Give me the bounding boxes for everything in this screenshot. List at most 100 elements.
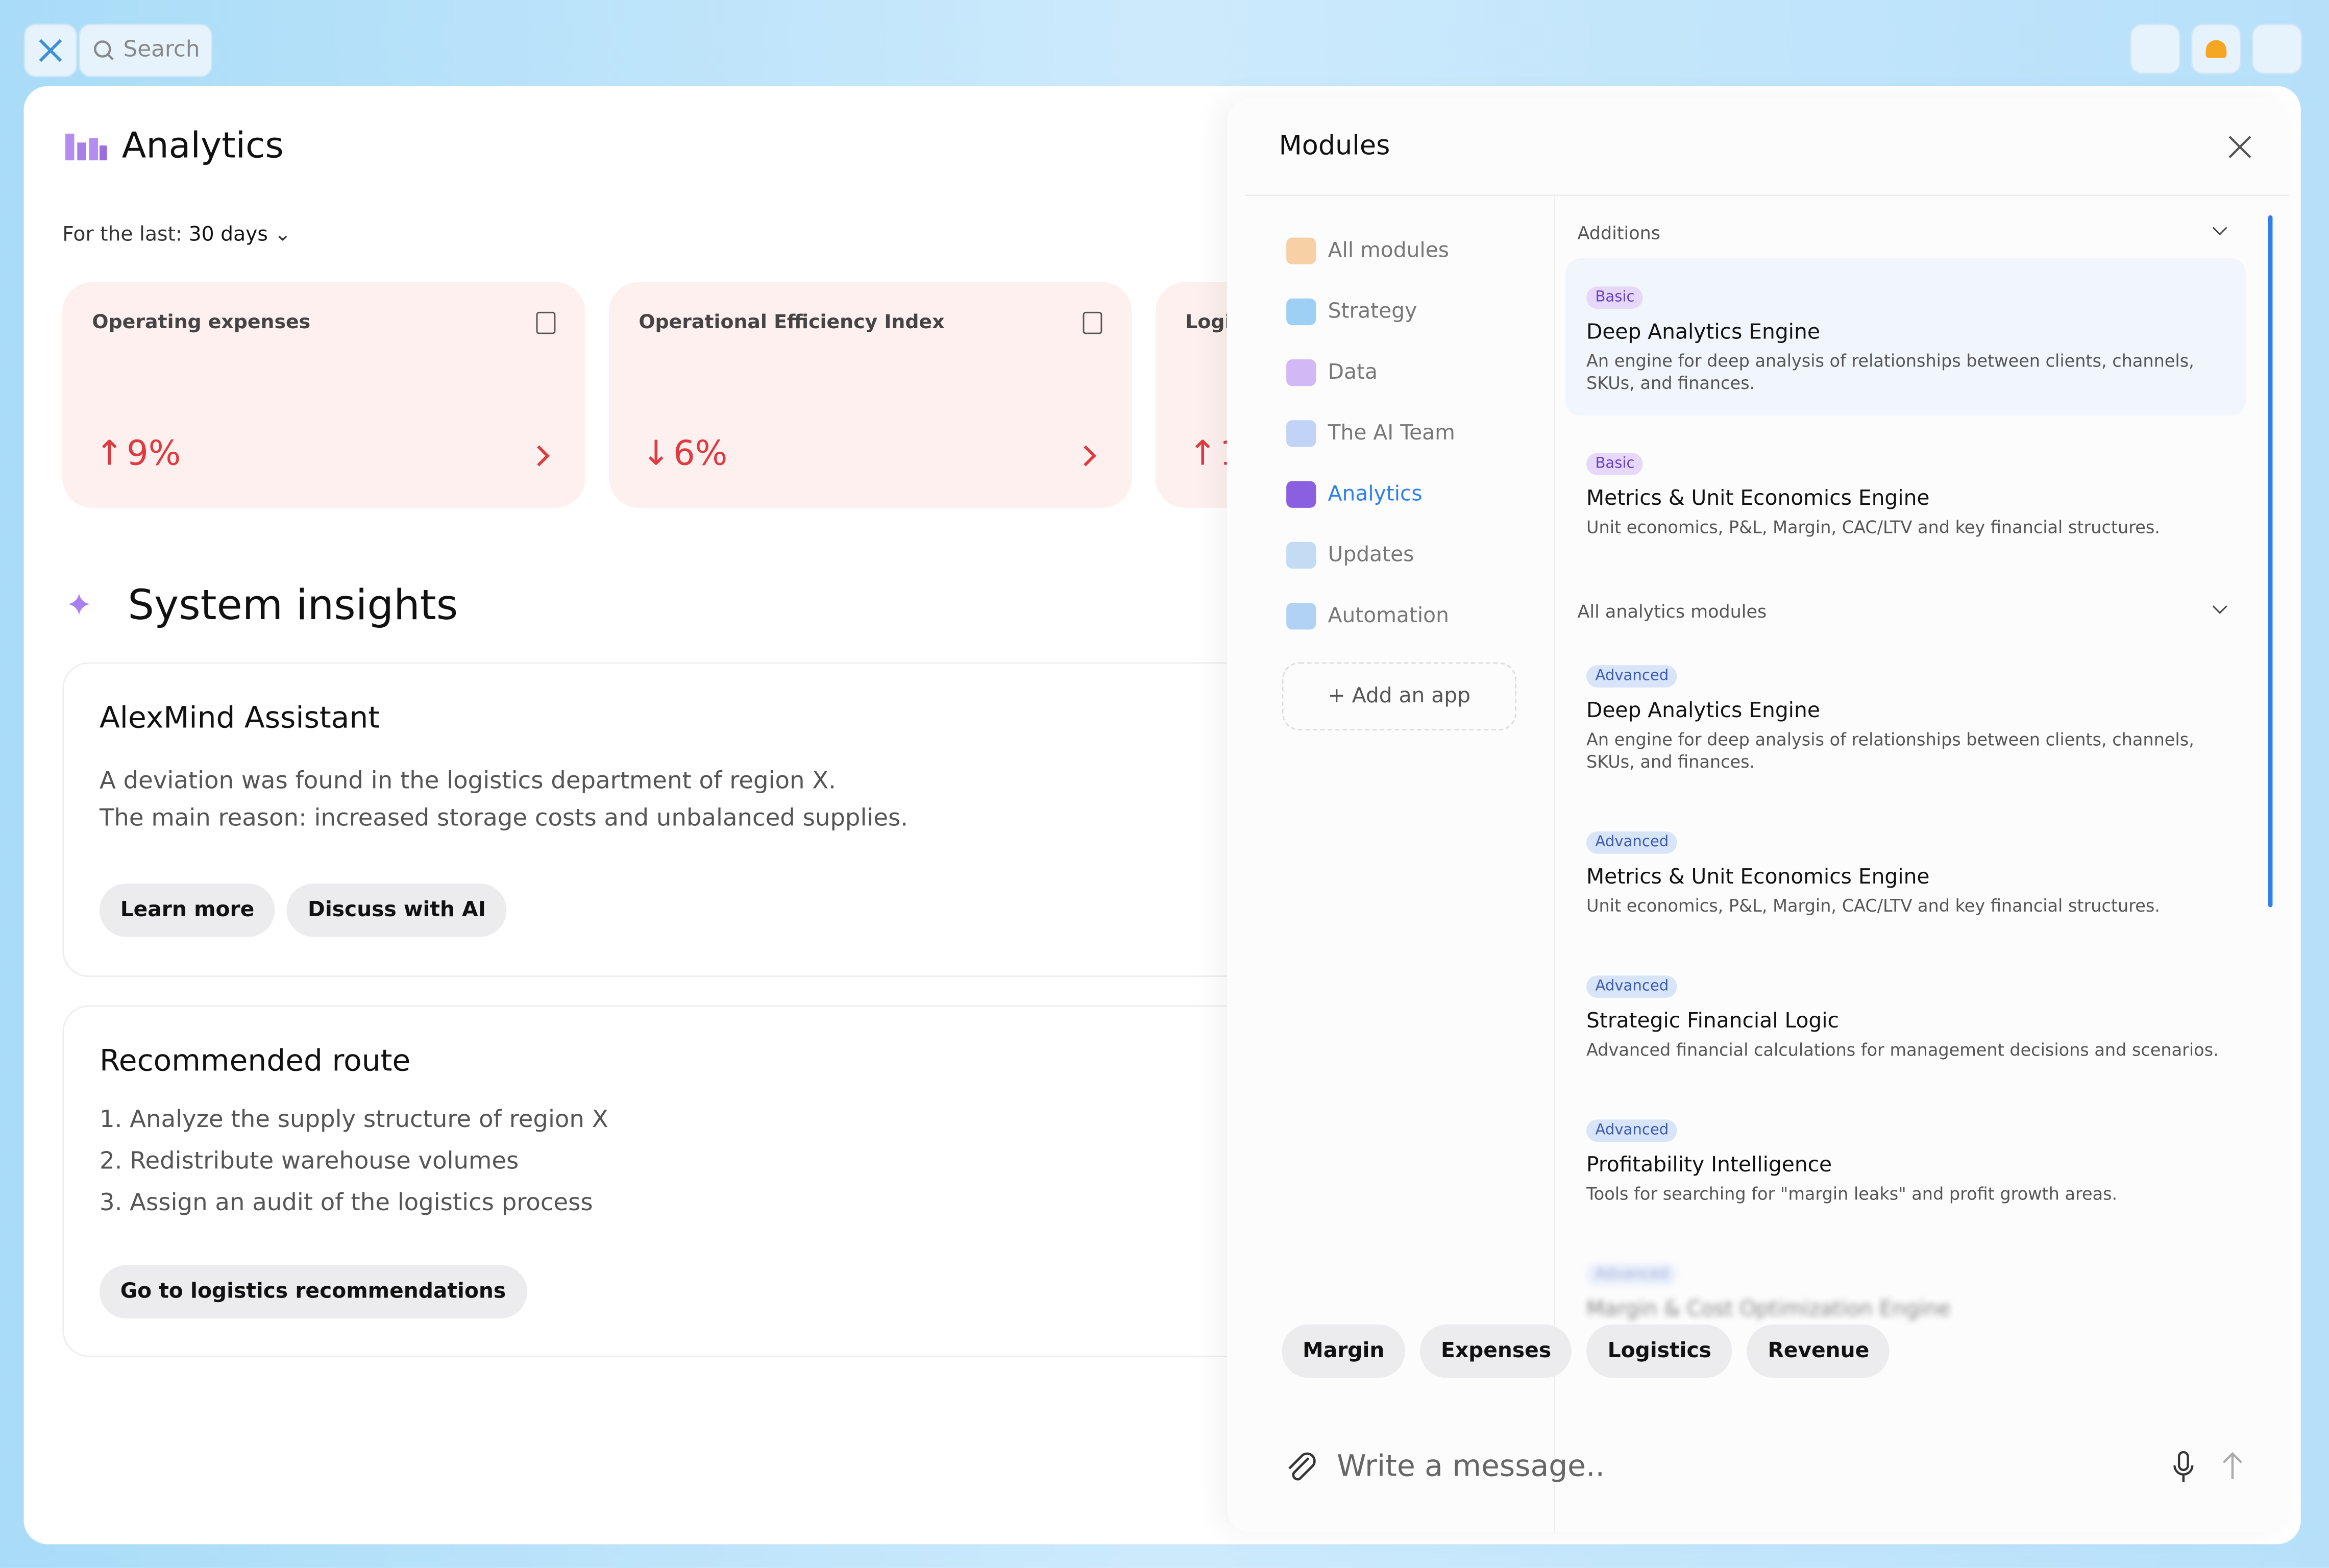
card-value: ↑ 9% <box>95 435 181 474</box>
trend-arrow: ↓ <box>642 435 671 474</box>
add-app-label: Add an app <box>1352 684 1470 708</box>
nav-icon <box>1286 236 1316 264</box>
nav-label: Analytics <box>1328 481 1423 506</box>
chip[interactable]: Revenue <box>1747 1324 1891 1378</box>
period[interactable]: For the last: 30 days ⌄ <box>62 223 291 247</box>
card-value: ↓ 6% <box>642 435 727 474</box>
card-chevron[interactable] <box>528 445 550 467</box>
badge: Basic <box>1586 453 1644 475</box>
module-list: Additions Basic Deep Analytics Engine An en… <box>1565 202 2246 1345</box>
assistant-text: A deviation was found in the logistics d… <box>100 762 908 836</box>
mic-icon[interactable] <box>2172 1451 2196 1483</box>
assistant-buttons: Learn more Discuss with AI <box>99 883 519 937</box>
period-label: For the last: <box>62 223 183 247</box>
nav-item[interactable]: Data <box>1283 341 1536 402</box>
profile[interactable] <box>2191 23 2242 75</box>
badge: Advanced <box>1586 1263 1678 1286</box>
nav-label: The AI Team <box>1328 421 1455 445</box>
search-icon <box>94 40 114 60</box>
modules-panel: Modules All modules Strategy Data The AI Te… <box>1227 97 2289 1533</box>
nav-label: Updates <box>1328 543 1414 567</box>
section-header[interactable]: All analytics modules <box>1565 580 2246 637</box>
add-app[interactable]: + Add an app <box>1282 662 1517 731</box>
module-item[interactable]: Basic Deep Analytics Engine An engine for … <box>1565 258 2246 416</box>
nav-label: Automation <box>1328 603 1449 628</box>
module-title: Deep Analytics Engine <box>1586 699 1820 723</box>
nav-icon <box>1286 480 1316 507</box>
module-description: An engine for deep analysis of relations… <box>1586 729 2194 772</box>
assistant-title: AlexMind Assistant <box>99 699 380 735</box>
card-title: Operational Efficiency Index <box>639 311 945 334</box>
chevron <box>2212 220 2227 235</box>
nav-icon <box>1286 419 1316 447</box>
chip[interactable]: Expenses <box>1420 1324 1572 1378</box>
route-title: Recommended route <box>99 1042 411 1078</box>
close-button[interactable] <box>2228 135 2252 159</box>
metric-card[interactable]: Operational Efficiency Index ↓ 6% <box>609 282 1132 508</box>
module-item[interactable]: Advanced Profitability Intelligence Tools … <box>1565 1091 2246 1227</box>
assistant-line: The main reason: increased storage costs… <box>99 803 909 832</box>
chips: Margin Expenses Logistics Revenue <box>1282 1324 1905 1378</box>
module-item[interactable]: Advanced Metrics & Unit Economics Engine U… <box>1565 803 2246 939</box>
action-button[interactable]: Discuss with AI <box>287 883 507 937</box>
badge: Basic <box>1586 286 1644 309</box>
chip[interactable]: Logistics <box>1586 1324 1732 1378</box>
card-delete[interactable] <box>536 311 556 334</box>
assistant-card: AlexMind Assistant A deviation was found… <box>62 662 1284 977</box>
module-description: An engine for deep analysis of relations… <box>1586 350 2194 394</box>
module-item[interactable]: Basic Metrics & Unit Economics Engine Unit… <box>1565 425 2246 560</box>
nav-item[interactable]: Analytics <box>1283 463 1536 524</box>
module-item[interactable]: Advanced Margin & Cost Optimization Engin… <box>1565 1235 2246 1342</box>
nav-item[interactable]: Strategy <box>1283 281 1536 341</box>
route-item: 3. Assign an audit of the logistics proc… <box>99 1188 593 1216</box>
module-item[interactable]: Advanced Deep Analytics Engine An engine f… <box>1565 637 2246 794</box>
card-title: Operating expenses <box>92 311 311 334</box>
avatar <box>2205 40 2227 58</box>
badge: Advanced <box>1586 1119 1678 1142</box>
route-item: 1. Analyze the supply structure of regio… <box>99 1105 608 1133</box>
nav-item[interactable]: The AI Team <box>1283 402 1536 463</box>
nav-item[interactable]: Automation <box>1283 585 1536 646</box>
badge: Advanced <box>1586 831 1678 854</box>
section-title: All analytics modules <box>1577 601 1767 622</box>
search-placeholder: Search <box>123 35 200 63</box>
card-chevron[interactable] <box>1075 445 1096 467</box>
divider <box>1244 194 2289 196</box>
module-title: Deep Analytics Engine <box>1586 321 1820 345</box>
nav-item[interactable]: Updates <box>1283 524 1536 585</box>
period-value: 30 days <box>188 223 268 247</box>
section-title: Additions <box>1577 223 1660 244</box>
send-icon[interactable] <box>2221 1451 2245 1480</box>
logout[interactable] <box>2251 23 2302 75</box>
route-button[interactable]: Go to logistics recommendations <box>99 1265 527 1319</box>
route-actions: Go to logistics recommendations <box>99 1265 538 1319</box>
message-input[interactable]: Write a message.. <box>1337 1448 1605 1484</box>
nav-icon <box>1286 602 1316 629</box>
nav-label: All modules <box>1328 238 1450 262</box>
nav-label: Data <box>1328 360 1378 384</box>
logo[interactable] <box>23 23 78 78</box>
action-button[interactable]: Learn more <box>99 883 276 937</box>
search[interactable]: Search <box>79 23 213 78</box>
chip[interactable]: Margin <box>1282 1324 1406 1378</box>
nav-item[interactable]: All modules <box>1283 220 1536 281</box>
metric-card[interactable]: Operating expenses ↑ 9% <box>62 282 585 508</box>
module-description: Advanced financial calculations for mana… <box>1586 1039 2219 1061</box>
card-delete[interactable] <box>1083 311 1102 334</box>
divider <box>1553 195 1555 1533</box>
nav-icon <box>1286 541 1316 568</box>
trend-arrow: ↑ <box>95 435 124 474</box>
assistant-line: A deviation was found in the logistics d… <box>99 766 836 795</box>
nav-label: Strategy <box>1328 299 1417 323</box>
module-item[interactable]: Advanced Strategic Financial Logic Advance… <box>1565 947 2246 1083</box>
module-title: Metrics & Unit Economics Engine <box>1586 487 1930 511</box>
chevron <box>2212 599 2227 614</box>
route-list: 1. Analyze the supply structure of regio… <box>100 1099 608 1223</box>
section-header[interactable]: Additions <box>1565 202 2246 259</box>
attach-icon[interactable] <box>1283 1449 1319 1488</box>
nav-icon <box>1286 358 1316 385</box>
badge: Advanced <box>1586 665 1678 688</box>
notifications[interactable] <box>2130 23 2181 75</box>
